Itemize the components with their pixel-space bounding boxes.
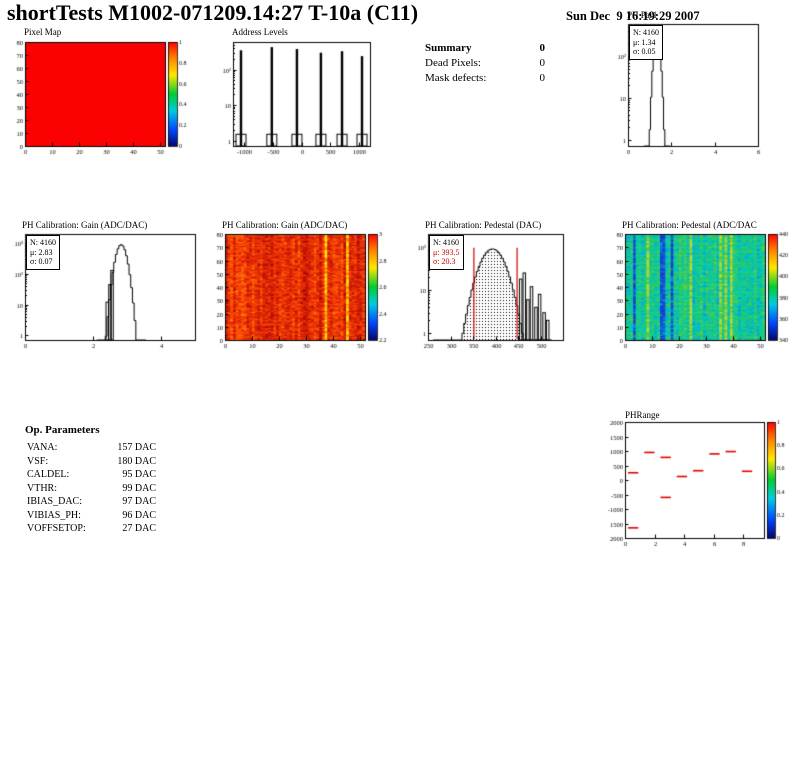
op-param-label: VANA: — [27, 442, 58, 453]
op-param-value: 97 DAC — [122, 496, 156, 507]
op-param-label: VSF: — [27, 455, 49, 467]
chart-title-pixel-map: Pixel Map — [24, 27, 62, 37]
chart-title-ph-par1: PH Par1 — [627, 10, 658, 20]
address-levels-plot — [208, 26, 398, 166]
op-param-value: 180 DAC — [117, 455, 156, 467]
op-param-value: 157 DAC — [117, 442, 156, 453]
summary-total-value: 0 — [539, 42, 546, 54]
summary-row-label: Mask defects: — [425, 72, 487, 84]
op-param-row-caldel: CALDEL: 95 DAC — [18, 469, 156, 483]
op-param-label: IBIAS_DAC: — [27, 496, 83, 507]
summary-row-mask-defects: Mask defects: 0 — [425, 72, 545, 87]
stats-mu: μ: 393.5 — [433, 247, 460, 257]
stats-box-ph-par1: N: 4160 μ: 1.34 σ: 0.05 — [629, 25, 663, 60]
panel-address-levels: Address Levels — [208, 26, 398, 166]
summary-row-value: 0 — [539, 72, 546, 84]
stats-sigma: σ: 0.07 — [30, 257, 53, 266]
stats-mu: μ: 1.34 — [633, 37, 656, 47]
chart-title-phrange: PHRange — [625, 410, 660, 420]
chart-title-pedestal-hist: PH Calibration: Pedestal (DAC) — [425, 220, 542, 230]
chart-title-pedestal-map: PH Calibration: Pedestal (ADC/DAC — [622, 220, 757, 230]
op-param-label: VIBIAS_PH: — [27, 509, 81, 521]
stats-sigma: σ: 0.05 — [633, 47, 656, 56]
panel-pedestal-map: PH Calibration: Pedestal (ADC/DAC — [614, 218, 796, 358]
panel-gain-hist: PH Calibration: Gain (ADC/DAC) N: 4160 μ… — [0, 218, 214, 358]
stats-n: N: 4160 — [30, 238, 56, 247]
panel-pedestal-hist: PH Calibration: Pedestal (DAC) N: 4160 μ… — [418, 218, 588, 358]
phrange-plot — [598, 410, 796, 555]
op-param-row-ibias-dac: IBIAS_DAC: 97 DAC — [18, 496, 156, 510]
panel-phrange: PHRange — [598, 410, 796, 555]
chart-title-address-levels: Address Levels — [232, 27, 288, 37]
gain-map-plot — [214, 218, 414, 358]
stats-mu: μ: 2.83 — [30, 247, 53, 257]
op-param-row-vana: VANA: 157 DAC — [18, 442, 156, 456]
stats-box-gain: N: 4160 μ: 2.83 σ: 0.07 — [26, 235, 60, 270]
stats-box-pedestal: N: 4160 μ: 393.5 σ: 20.3 — [429, 235, 464, 270]
chart-title-gain-hist: PH Calibration: Gain (ADC/DAC) — [22, 220, 148, 230]
op-param-label: CALDEL: — [27, 469, 70, 480]
op-param-row-vibias-ph: VIBIAS_PH: 96 DAC — [18, 510, 156, 524]
stats-n: N: 4160 — [433, 238, 459, 247]
page-title: shortTests M1002-071209.14:27 T-10a (C11… — [7, 0, 419, 25]
op-param-value: 99 DAC — [122, 482, 156, 494]
summary-title: Summary — [425, 42, 472, 54]
pedestal-map-plot — [614, 218, 796, 358]
summary-block: Summary 0 Dead Pixels: 0 Mask defects: 0 — [425, 42, 545, 87]
panel-ph-par1: PH Par1 N: 4160 μ: 1.34 σ: 0.05 — [600, 8, 796, 168]
op-param-label: VOFFSETOP: — [27, 523, 86, 534]
op-param-label: VTHR: — [27, 482, 57, 494]
stats-n: N: 4160 — [633, 28, 659, 37]
panel-gain-map: PH Calibration: Gain (ADC/DAC) — [214, 218, 414, 358]
op-param-row-voffsetop: VOFFSETOP: 27 DAC — [18, 523, 156, 537]
summary-row-value: 0 — [539, 57, 546, 69]
op-param-value: 96 DAC — [122, 509, 156, 521]
summary-row-dead-pixels: Dead Pixels: 0 — [425, 57, 545, 72]
pixel-map-plot — [0, 26, 205, 166]
summary-row-label: Dead Pixels: — [425, 57, 481, 69]
summary-title-row: Summary 0 — [425, 42, 545, 57]
op-parameters-title: Op. Parameters — [25, 424, 100, 436]
op-param-value: 95 DAC — [122, 469, 156, 480]
op-param-row-vsf: VSF: 180 DAC — [18, 456, 156, 470]
op-parameters-block: Op. Parameters VANA: 157 DAC VSF: 180 DA… — [18, 424, 156, 537]
stats-sigma: σ: 20.3 — [433, 257, 456, 266]
chart-title-gain-map: PH Calibration: Gain (ADC/DAC) — [222, 220, 348, 230]
op-param-value: 27 DAC — [122, 523, 156, 534]
panel-pixel-map: Pixel Map — [0, 26, 205, 166]
op-param-row-vthr: VTHR: 99 DAC — [18, 483, 156, 497]
